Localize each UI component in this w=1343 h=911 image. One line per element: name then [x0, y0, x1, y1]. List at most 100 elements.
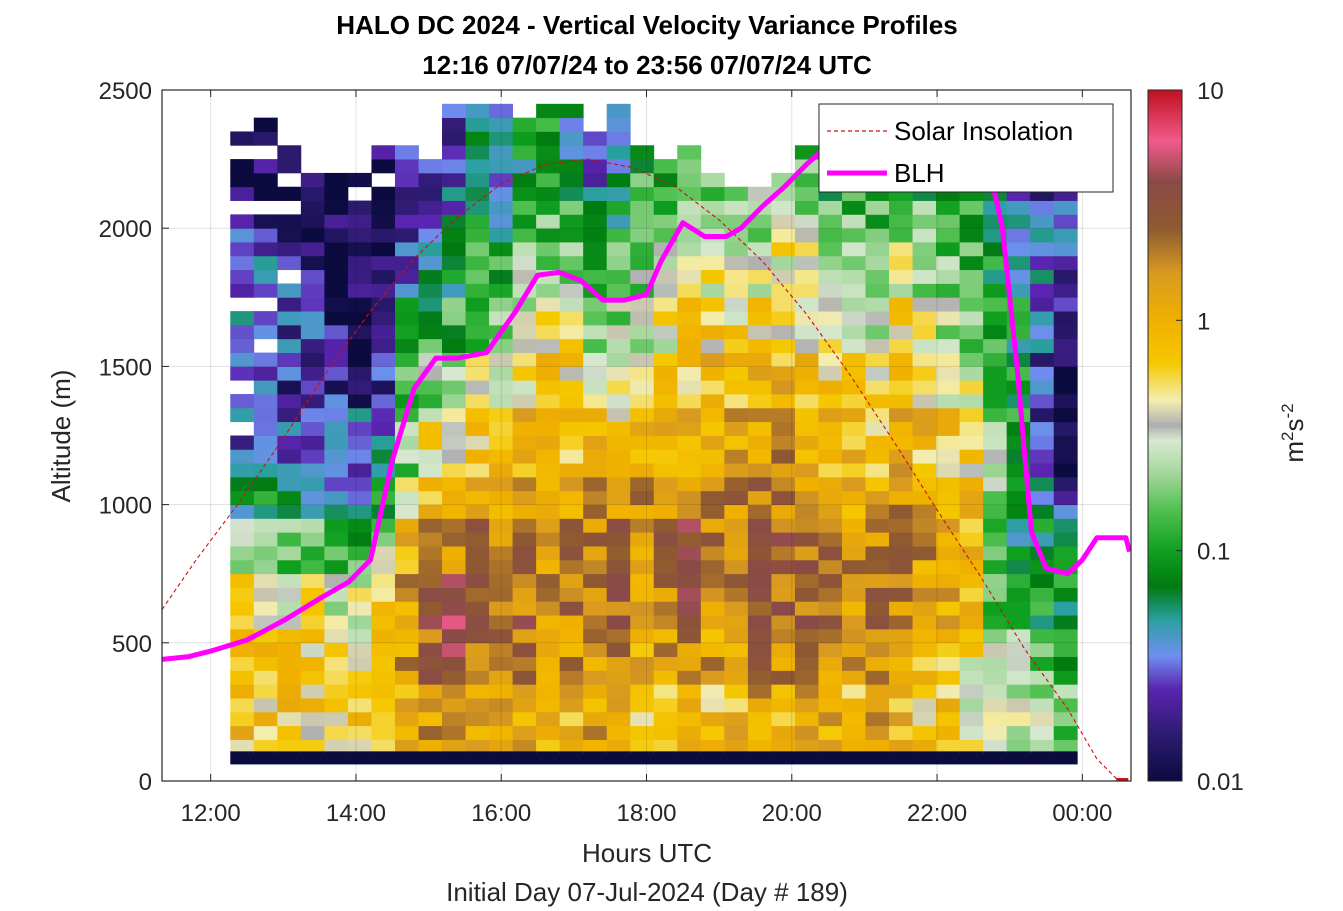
- heatmap-cell: [324, 435, 349, 450]
- heatmap-cell: [442, 338, 466, 353]
- heatmap-cell: [371, 698, 396, 713]
- y-tick-label: 0: [139, 769, 152, 796]
- heatmap-cell: [465, 214, 490, 229]
- heatmap-cell: [371, 739, 396, 754]
- heatmap-cell: [324, 628, 349, 644]
- heatmap-cell: [794, 283, 819, 298]
- heatmap-cell: [277, 656, 302, 671]
- heatmap-cell: [536, 186, 561, 201]
- end-marker: [1116, 778, 1129, 781]
- heatmap-cell: [889, 587, 913, 602]
- heatmap-cell: [394, 352, 419, 367]
- heatmap-cell: [700, 587, 725, 602]
- heatmap-cell: [465, 421, 490, 436]
- heatmap-cell: [700, 214, 725, 229]
- heatmap-cell: [936, 670, 961, 685]
- heatmap-cell: [559, 504, 584, 519]
- heatmap-cell: [418, 684, 443, 699]
- colorbar-mark: [1148, 422, 1182, 428]
- heatmap-cell: [394, 172, 419, 188]
- heatmap-cell: [371, 366, 396, 381]
- heatmap-cell: [959, 559, 984, 575]
- heatmap-cell: [277, 642, 302, 658]
- heatmap-cell: [277, 449, 302, 464]
- heatmap-cell: [324, 559, 349, 575]
- heatmap-cell: [253, 739, 278, 754]
- heatmap-cell: [512, 642, 537, 658]
- heatmap-bottom-gate: [841, 751, 866, 765]
- heatmap-cell: [700, 476, 725, 492]
- heatmap-cell: [841, 242, 866, 257]
- heatmap-cell: [324, 698, 349, 713]
- heatmap-cell: [512, 725, 537, 740]
- heatmap-cell: [253, 117, 278, 132]
- heatmap-cell: [559, 711, 584, 727]
- heatmap-cell: [300, 449, 325, 464]
- heatmap-cell: [465, 476, 490, 492]
- heatmap-bottom-gate: [583, 751, 608, 765]
- solar-insolation-line: [162, 158, 1120, 781]
- heatmap-cell: [583, 532, 608, 547]
- heatmap-cell: [489, 642, 514, 658]
- heatmap-cell: [442, 269, 466, 284]
- heatmap-cell: [418, 559, 443, 575]
- heatmap-cell: [512, 559, 537, 575]
- heatmap-cell: [936, 311, 961, 326]
- heatmap-cell: [418, 228, 443, 243]
- heatmap-cell: [583, 131, 608, 146]
- heatmap-cell: [606, 338, 631, 353]
- heatmap-cell: [394, 615, 419, 630]
- heatmap-cell: [912, 435, 937, 450]
- heatmap-cell: [536, 573, 561, 588]
- heatmap-cell: [653, 684, 678, 699]
- heatmap-cell: [1030, 297, 1055, 312]
- heatmap-cell: [653, 739, 678, 754]
- heatmap-cell: [1053, 269, 1078, 284]
- heatmap-cell: [347, 476, 372, 492]
- heatmap-cell: [394, 476, 419, 492]
- heatmap-cell: [442, 587, 466, 602]
- heatmap-cell: [1030, 504, 1055, 519]
- heatmap-cell: [230, 242, 255, 257]
- heatmap-cell: [606, 546, 631, 561]
- heatmap-cell: [559, 628, 584, 644]
- heatmap-cell: [324, 324, 349, 340]
- heatmap-cell: [559, 670, 584, 685]
- heatmap-cell: [606, 532, 631, 547]
- heatmap-cell: [277, 739, 302, 754]
- heatmap-cell: [841, 490, 866, 505]
- heatmap-cell: [841, 559, 866, 575]
- heatmap-cell: [512, 504, 537, 519]
- heatmap-cell: [794, 228, 819, 243]
- heatmap-cell: [606, 200, 631, 215]
- heatmap-cell: [700, 242, 725, 257]
- heatmap-cell: [747, 739, 772, 754]
- heatmap-cell: [277, 145, 302, 160]
- heatmap-cell: [442, 642, 466, 658]
- heatmap-cell: [959, 684, 984, 699]
- heatmap-cell: [1006, 642, 1031, 658]
- heatmap-cell: [936, 242, 961, 257]
- heatmap-cell: [794, 297, 819, 312]
- heatmap-cell: [865, 573, 890, 588]
- heatmap-cell: [630, 352, 655, 367]
- heatmap-cell: [865, 684, 890, 699]
- heatmap-cell: [818, 324, 843, 340]
- heatmap-bottom-gate: [700, 751, 725, 765]
- heatmap-cell: [230, 559, 255, 575]
- heatmap-cell: [324, 407, 349, 423]
- heatmap-cell: [277, 394, 302, 409]
- heatmap-cell: [512, 587, 537, 602]
- heatmap-cell: [841, 283, 866, 298]
- heatmap-cell: [583, 435, 608, 450]
- heatmap-cell: [559, 449, 584, 464]
- heatmap-cell: [912, 394, 937, 409]
- heatmap-bottom-gate: [465, 751, 490, 765]
- heatmap-cell: [394, 311, 419, 326]
- heatmap-cell: [253, 283, 278, 298]
- heatmap-cell: [865, 711, 890, 727]
- heatmap-cell: [1030, 698, 1055, 713]
- heatmap-cell: [747, 518, 772, 533]
- heatmap-cell: [865, 200, 890, 215]
- heatmap-cell: [983, 490, 1008, 505]
